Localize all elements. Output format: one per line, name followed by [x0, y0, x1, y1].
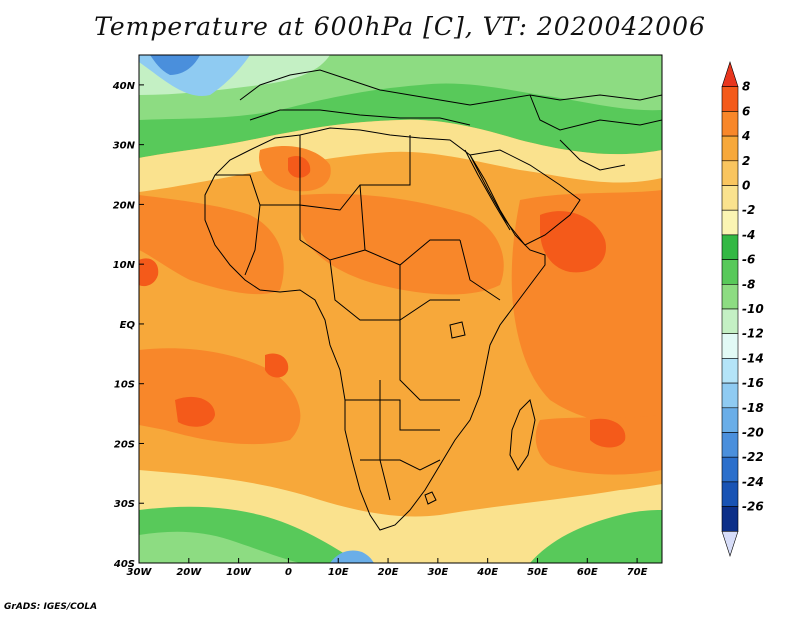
colorbar-label: 2 — [742, 154, 750, 168]
x-tick-label: 50E — [527, 567, 548, 578]
mediterranean-south — [249, 109, 471, 126]
colorbar-swatch — [721, 61, 739, 87]
border-west-2 — [244, 204, 261, 276]
africa-coastline — [204, 127, 546, 531]
x-tick-label: 20W — [176, 567, 202, 578]
colorbar-swatch — [721, 407, 739, 433]
colorbar-swatch — [721, 308, 739, 335]
hot-core-arabian-sea — [540, 211, 606, 273]
coastlines — [204, 69, 662, 531]
warm-region-central — [300, 193, 504, 295]
x-tick-label: 0 — [285, 567, 292, 578]
colorbar-label: -8 — [742, 277, 755, 291]
colorbar-swatch — [721, 358, 739, 384]
colorbar: 8 6 4 2 0 -2 -4 -6 -8 -10 -12 -14 -16 -18 -20 -22 -24 -26 — [721, 61, 764, 557]
hot-core-south-central — [265, 353, 289, 378]
colorbar-swatch — [721, 135, 739, 162]
europe-coastline — [239, 69, 662, 106]
asia-borders — [529, 94, 662, 131]
y-tick-label: 30N — [113, 141, 136, 152]
northern-colder-core — [150, 55, 200, 75]
x-tick-label: 20E — [378, 567, 399, 578]
colorbar-swatch — [721, 432, 739, 458]
colorbar-swatch — [721, 234, 739, 260]
border-south-1 — [345, 399, 440, 431]
y-tick-label: 40S — [113, 559, 135, 570]
hot-core-indian-ocean — [590, 418, 626, 448]
x-tick-label: 60E — [577, 567, 598, 578]
madagascar-coastline — [509, 399, 536, 471]
colorbar-swatch — [721, 506, 739, 532]
colorbar-label: -6 — [742, 253, 755, 267]
colorbar-label: -24 — [742, 475, 764, 489]
lesotho — [424, 491, 437, 505]
hot-core-north — [288, 155, 311, 178]
map-title: Temperature at 600hPa [C], VT: 202004200… — [94, 12, 706, 41]
colorbar-label: -4 — [742, 228, 755, 242]
colorbar-swatch — [721, 283, 739, 310]
border-north-1 — [299, 135, 411, 211]
colorbar-label: -16 — [742, 376, 764, 390]
colorbar-swatch — [721, 382, 739, 409]
x-tick-label: 40E — [476, 567, 498, 578]
lake-victoria — [449, 321, 466, 339]
colorbar-swatch — [721, 160, 739, 186]
y-tick-label: 40N — [112, 81, 136, 92]
y-tick-label: 20S — [114, 439, 135, 450]
southern-cold-pocket — [330, 550, 374, 563]
colorbar-label: 6 — [742, 104, 750, 118]
y-tick-label: 10N — [113, 260, 136, 271]
border-east-1 — [459, 239, 501, 301]
colorbar-swatch — [721, 456, 739, 483]
y-tick-label: 30S — [114, 499, 135, 510]
x-tick-label: 10E — [328, 567, 349, 578]
hot-core-west — [139, 258, 159, 287]
colorbar-swatch — [721, 259, 739, 285]
colorbar-swatch — [721, 86, 739, 112]
x-tick-label: 30W — [127, 567, 153, 578]
colorbar-swatch — [721, 185, 739, 211]
colorbar-swatch — [721, 333, 739, 359]
border-south-3 — [379, 380, 391, 501]
colorbar-swatch — [721, 209, 739, 236]
x-tick-label: 30E — [427, 567, 448, 578]
colorbar-swatch — [721, 530, 739, 557]
colorbar-label: -10 — [742, 302, 764, 316]
colorbar-label: 0 — [742, 179, 750, 193]
red-sea — [464, 149, 511, 231]
colorbar-label: -2 — [742, 203, 755, 217]
southern-light-band — [139, 531, 300, 563]
transition-band — [139, 119, 662, 192]
colorbar-label: -18 — [742, 401, 764, 415]
border-central-2 — [329, 259, 460, 321]
colorbar-label: -20 — [742, 426, 764, 440]
colorbar-label: -22 — [742, 450, 764, 464]
colorbar-label: 8 — [742, 80, 750, 94]
persian-gulf — [559, 139, 626, 171]
y-tick-label: 20N — [113, 200, 136, 211]
axis-ticks: 30W 20W 10W 0 10E 20E 30E 40E 50E 60E 70E 40N 30N 20N… — [112, 81, 648, 578]
y-tick-label: EQ — [120, 320, 136, 331]
colorbar-swatch — [721, 481, 739, 507]
colorbar-label: -26 — [742, 500, 764, 514]
colorbar-swatch — [721, 111, 739, 137]
hot-core-south-atlantic — [175, 396, 215, 427]
plot-frame — [138, 54, 663, 564]
y-tick-label: 10S — [114, 380, 135, 391]
border-central-3 — [399, 265, 460, 401]
colorbar-label: -14 — [742, 351, 764, 365]
x-tick-label: 70E — [627, 567, 648, 578]
colorbar-label: 4 — [741, 129, 750, 143]
southern-cool-band-east — [530, 510, 662, 563]
colorbar-label: -12 — [742, 327, 764, 341]
arabia-coastline — [469, 149, 581, 246]
credit-text: GrADS: IGES/COLA — [4, 602, 98, 612]
x-tick-label: 10W — [226, 567, 252, 578]
